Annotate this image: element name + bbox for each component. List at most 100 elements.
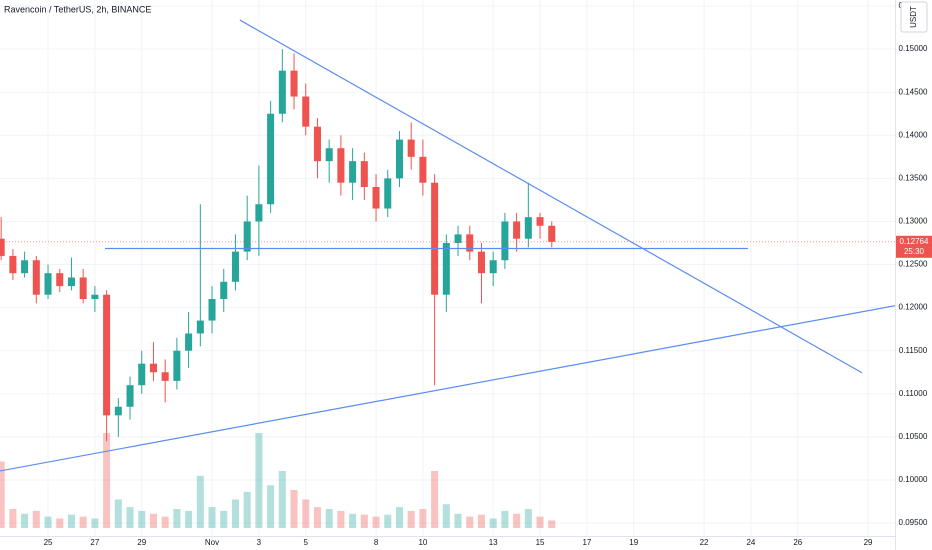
- candle-body: [513, 221, 521, 239]
- volume-bar: [372, 516, 380, 528]
- candle-body: [220, 281, 228, 300]
- volume-bar: [360, 514, 368, 528]
- candle-body: [231, 251, 239, 282]
- x-tick-label: 17: [582, 538, 591, 547]
- candle-body: [384, 178, 392, 209]
- volume-bar: [114, 499, 122, 528]
- volume-bar: [431, 471, 439, 528]
- volume-bar: [466, 516, 474, 528]
- y-tick-label: 0.13500: [899, 173, 928, 182]
- volume-bar: [442, 504, 450, 528]
- candle-body: [477, 251, 485, 274]
- volume-bar: [220, 510, 228, 528]
- volume-bar: [91, 518, 99, 528]
- candle-body: [0, 238, 5, 256]
- candle-body: [360, 161, 368, 187]
- candle-body: [325, 148, 333, 162]
- volume-bar: [290, 490, 298, 528]
- candle-body: [267, 113, 275, 205]
- volume-bar: [0, 461, 5, 528]
- candle-body: [255, 204, 263, 222]
- y-tick-label: 0.14000: [899, 130, 928, 139]
- candle-body: [524, 217, 532, 239]
- x-tick-label: 24: [746, 538, 755, 547]
- volume-bar: [513, 513, 521, 528]
- y-tick-label: 0.12000: [899, 303, 928, 312]
- candle-body: [149, 363, 157, 373]
- volume-bar: [302, 499, 310, 528]
- y-tick-label: 0.12500: [899, 260, 928, 269]
- candle-body: [407, 139, 415, 157]
- volume-bar: [79, 516, 87, 528]
- volume-bar: [208, 507, 216, 528]
- candle-body: [290, 70, 298, 97]
- x-tick-label: 3: [257, 538, 262, 547]
- volume-bar: [477, 514, 485, 528]
- volume-bar: [384, 514, 392, 528]
- volume-bar: [185, 510, 193, 528]
- axes: 0.09500 0.10000 0.10500 0.11000 0.11500 0.120…: [44, 1, 932, 547]
- volume-bar: [255, 433, 263, 528]
- volume-bar: [32, 510, 40, 528]
- volume-bar: [138, 510, 146, 528]
- candle-body: [466, 234, 474, 252]
- y-tick-label: 0.09500: [899, 518, 928, 527]
- volume-bar: [161, 516, 169, 528]
- x-tick-label: 8: [374, 538, 379, 547]
- y-tick-label: 0.11000: [899, 389, 928, 398]
- x-tick-label: 5: [304, 538, 309, 547]
- candle-body: [21, 260, 29, 274]
- candle-body: [454, 234, 462, 244]
- x-tick-label: 29: [864, 538, 873, 547]
- x-tick-label: 25: [44, 538, 53, 547]
- y-tick-label: 0.13000: [899, 217, 928, 226]
- candle-body: [9, 255, 17, 274]
- candle-body: [44, 273, 52, 295]
- volume-bar: [349, 513, 357, 528]
- candle-body: [32, 260, 40, 295]
- volume-bar: [173, 509, 181, 528]
- candle-body: [91, 294, 99, 300]
- x-tick-label: 29: [137, 538, 146, 547]
- volume-bar: [524, 509, 532, 528]
- candle-body: [313, 126, 321, 162]
- candle-body: [442, 243, 450, 295]
- candle-body: [489, 260, 497, 274]
- last-price-label: 0.12764: [900, 237, 929, 246]
- x-tick-label: 22: [700, 538, 709, 547]
- x-tick-label: 26: [793, 538, 802, 547]
- countdown-label: 25:30: [904, 247, 925, 256]
- volume-bar: [313, 507, 321, 528]
- candle-body: [126, 385, 134, 407]
- volume-bar: [501, 510, 509, 528]
- volume-bar: [67, 514, 75, 528]
- candle-body: [196, 320, 204, 334]
- candle-body: [302, 96, 310, 127]
- candle-body: [243, 221, 251, 252]
- volume-bar: [419, 509, 427, 528]
- currency-box[interactable]: [900, 1, 928, 33]
- volume-bar: [56, 518, 64, 528]
- candle-body: [501, 221, 509, 261]
- candle-body: [419, 156, 427, 183]
- volume-layer: [0, 433, 556, 528]
- x-tick-label: 15: [536, 538, 545, 547]
- chart-title: Ravencoin / TetherUS, 2h, BINANCE: [4, 4, 151, 14]
- volume-bar: [536, 516, 544, 528]
- last-price-badge: [896, 235, 932, 258]
- volume-bar: [395, 507, 403, 528]
- candle-body: [173, 350, 181, 381]
- candle-body: [114, 406, 122, 416]
- x-tick-label: 27: [90, 538, 99, 547]
- candle-body: [349, 161, 357, 183]
- volume-bar: [325, 509, 333, 528]
- volume-bar: [44, 516, 52, 528]
- candle-body: [138, 363, 146, 386]
- y-tick-label: 0.15000: [899, 44, 928, 53]
- y-tick-label: 0.10500: [899, 432, 928, 441]
- volume-bar: [407, 510, 415, 528]
- candle-body: [56, 273, 64, 287]
- candle-body: [161, 372, 169, 381]
- volume-bar: [243, 491, 251, 528]
